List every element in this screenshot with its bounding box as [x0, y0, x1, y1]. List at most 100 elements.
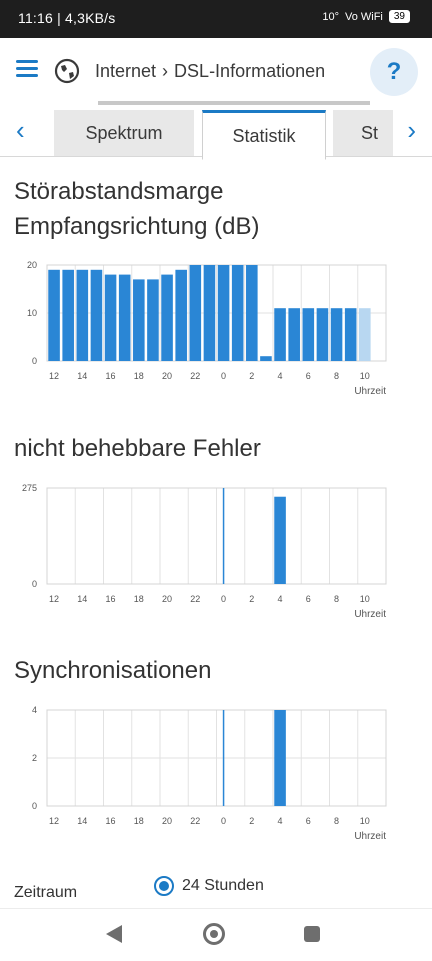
bar [217, 265, 230, 361]
y-tick-label: 0 [32, 356, 37, 366]
y-tick-label: 275 [22, 483, 37, 493]
sync-title: Synchronisationen [14, 657, 212, 684]
tab-spektrum[interactable]: Spektrum [54, 110, 194, 156]
bar [76, 269, 89, 361]
x-axis-label: Uhrzeit [354, 831, 386, 842]
x-tick-label: 14 [77, 594, 87, 604]
x-tick-label: 10 [360, 816, 370, 826]
radio-24h-label[interactable]: 24 Stunden [182, 877, 264, 894]
y-tick-label: 4 [32, 705, 37, 715]
x-axis-label: Uhrzeit [354, 386, 386, 397]
x-tick-label: 6 [306, 594, 311, 604]
x-tick-label: 22 [190, 594, 200, 604]
bar [118, 274, 131, 361]
bar [90, 269, 103, 361]
snr-title-line1: Störabstandsmarge [14, 178, 224, 205]
chevron-left-icon[interactable]: ‹ [16, 115, 25, 145]
tab-statistik[interactable]: Statistik [202, 110, 326, 160]
app-bar: Internet › DSL-Informationen ? [0, 38, 432, 110]
chevron-right-icon[interactable]: › [407, 115, 416, 145]
help-button[interactable]: ? [370, 48, 418, 96]
status-temp: 10° [322, 10, 339, 23]
x-tick-label: 2 [249, 594, 254, 604]
bar [231, 265, 244, 361]
breadcrumb-dsl-info: DSL-Informationen [174, 61, 326, 81]
x-tick-label: 8 [334, 594, 339, 604]
tab-bar: ‹ Spektrum Statistik St › [0, 106, 432, 160]
battery-icon: 39 [388, 10, 410, 23]
plot-frame [46, 264, 387, 362]
x-tick-label: 16 [106, 594, 116, 604]
status-time: 11:16 | 4,3KB/s [18, 10, 116, 26]
bar [104, 274, 117, 361]
x-tick-label: 20 [162, 594, 172, 604]
x-tick-label: 12 [49, 594, 59, 604]
plot-frame [46, 709, 387, 807]
globe-icon [54, 58, 80, 84]
x-tick-label: 0 [221, 816, 226, 826]
x-tick-label: 16 [106, 371, 116, 381]
breadcrumb-internet[interactable]: Internet [95, 61, 157, 81]
bar [147, 279, 159, 361]
x-tick-label: 8 [334, 371, 339, 381]
wifi-icon: Vo WiFi [344, 10, 383, 23]
x-tick-label: 18 [134, 816, 144, 826]
bar [316, 308, 329, 361]
x-tick-label: 14 [77, 816, 87, 826]
x-tick-label: 10 [360, 371, 370, 381]
back-icon[interactable] [106, 925, 122, 943]
bar [330, 308, 343, 361]
x-tick-label: 20 [162, 816, 172, 826]
y-tick-label: 2 [32, 753, 37, 763]
plot-frame [46, 487, 387, 585]
menu-icon[interactable] [16, 60, 38, 78]
bar [274, 308, 286, 361]
bar [62, 269, 74, 361]
x-tick-label: 12 [49, 371, 59, 381]
bar [161, 274, 173, 361]
x-axis-label: Uhrzeit [354, 609, 386, 620]
bar [359, 308, 371, 361]
zeitraum-label: Zeitraum [14, 884, 78, 901]
status-icons: 10° Vo WiFi 39 [322, 10, 410, 23]
status-bar: 11:16 | 4,3KB/s 10° Vo WiFi 39 [0, 0, 432, 38]
breadcrumb: Internet › DSL-Informationen [95, 61, 325, 82]
y-tick-label: 0 [32, 801, 37, 811]
bar-spike [274, 710, 286, 806]
chevron-right-icon: › [162, 61, 169, 81]
x-tick-label: 2 [249, 816, 254, 826]
snr-chart: 0 10 20 12 14 16 18 20 22 0 2 4 6 8 10 Uhrzeit [27, 260, 387, 397]
x-tick-label: 18 [134, 594, 144, 604]
y-tick-label: 20 [27, 260, 37, 270]
bar [344, 308, 357, 361]
recents-icon[interactable] [304, 926, 320, 942]
x-tick-label: 14 [77, 371, 87, 381]
x-tick-label: 4 [278, 816, 283, 826]
bar [175, 269, 187, 361]
snr-title-line2: Empfangsrichtung (dB) [14, 213, 260, 240]
x-tick-label: 0 [221, 594, 226, 604]
radio-24h[interactable] [154, 876, 174, 896]
bar [288, 308, 300, 361]
bar [133, 279, 145, 361]
x-tick-label: 12 [49, 816, 59, 826]
bar [260, 356, 272, 361]
x-tick-label: 6 [306, 816, 311, 826]
y-tick-label: 10 [27, 308, 37, 318]
errors-title: nicht behebbare Fehler [14, 435, 261, 462]
x-tick-label: 10 [360, 594, 370, 604]
bar [189, 265, 202, 361]
bar [246, 265, 258, 361]
home-icon[interactable] [203, 923, 225, 945]
x-tick-label: 22 [190, 371, 200, 381]
tab-next-partial[interactable]: St [333, 110, 393, 156]
tab-scroll-indicator [98, 101, 370, 105]
x-tick-label: 4 [278, 371, 283, 381]
x-tick-label: 20 [162, 371, 172, 381]
bar [302, 308, 315, 361]
bar [48, 269, 60, 361]
x-tick-label: 18 [134, 371, 144, 381]
x-tick-label: 6 [306, 371, 311, 381]
sync-chart: 0 2 4 12 14 16 18 20 22 0 2 4 6 8 10 Uhrzeit [32, 705, 387, 842]
x-tick-label: 16 [106, 816, 116, 826]
